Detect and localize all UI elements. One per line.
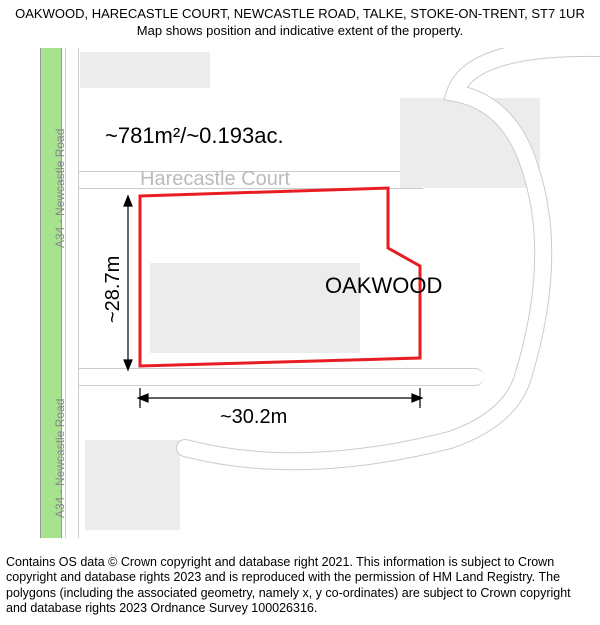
header-title: OAKWOOD, HARECASTLE COURT, NEWCASTLE ROA… — [10, 6, 590, 23]
header-subtitle: Map shows position and indicative extent… — [10, 23, 590, 40]
map-area: A34 - Newcastle Road A34 - Newcastle Roa… — [0, 48, 600, 538]
building-rect — [85, 440, 180, 530]
map-svg — [0, 48, 600, 538]
footer: Contains OS data © Crown copyright and d… — [0, 549, 600, 625]
building-rect — [80, 52, 210, 88]
dim-width-label: ~30.2m — [220, 406, 287, 429]
dim-vertical — [124, 196, 132, 370]
dim-horizontal — [138, 388, 422, 408]
footer-text: Contains OS data © Crown copyright and d… — [6, 555, 571, 616]
property-name: OAKWOOD — [325, 273, 442, 299]
dim-height-label: ~28.7m — [102, 256, 125, 323]
area-label: ~781m²/~0.193ac. — [105, 123, 284, 149]
header: OAKWOOD, HARECASTLE COURT, NEWCASTLE ROA… — [0, 0, 600, 42]
